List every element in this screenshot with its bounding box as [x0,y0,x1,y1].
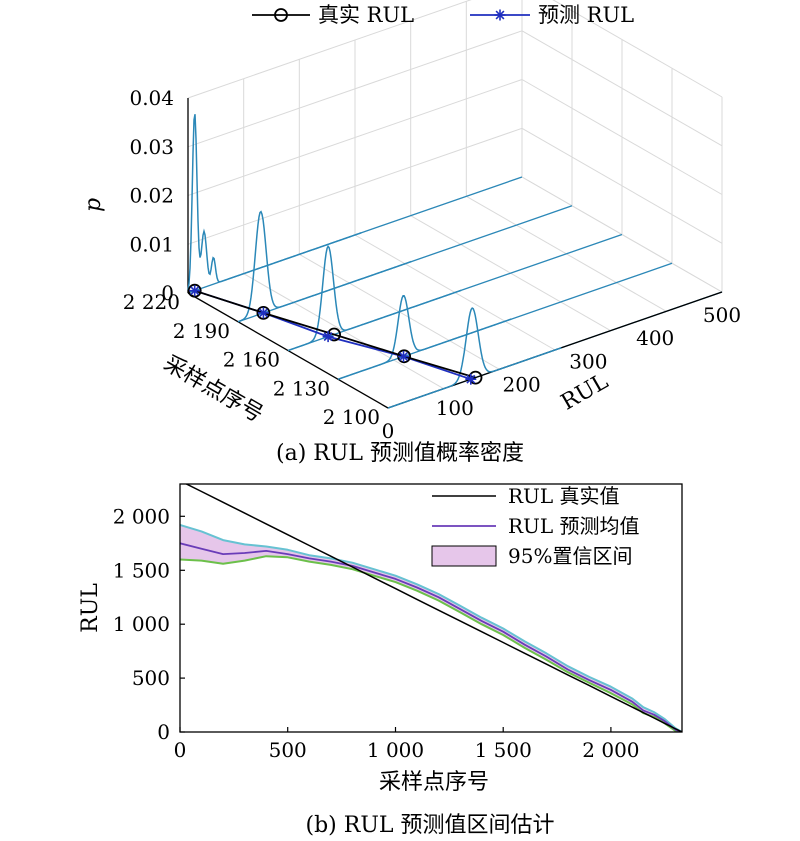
chart-a-xlabel: RUL [557,369,613,416]
mean-prediction-line [180,542,682,732]
chart-a-zlabel: p [81,198,106,212]
pred-rul-marker [322,331,334,343]
chart-a-grid [187,0,723,294]
x-tick-label: 2 000 [582,738,639,762]
x-tick-label: 100 [436,396,474,420]
z-tick-label: 0.01 [129,232,174,256]
y-tick-label: 2 190 [173,319,230,343]
back-wall-gridline-h [187,0,472,99]
density-curve [337,295,512,380]
legend-true-rul-marker [274,8,288,22]
pred-rul-marker-stroke [466,374,476,384]
chart-b-frame [179,483,683,733]
z-tick-label: 0.04 [129,86,174,110]
lower-bound-line [180,555,682,732]
density-curve [387,307,562,409]
x-tick-label: 0 [382,419,395,443]
chart-a-legend: 真实 RUL 预测 RUL [252,3,634,27]
x-tick-label: 200 [503,373,541,397]
y-tick-label: 2 220 [123,290,180,314]
x-tick-label: 0 [174,738,187,762]
y-tick-label: 2 160 [223,348,280,372]
true-rul-line [194,289,476,379]
true-rul-marker [187,283,202,298]
chart-a-series [187,283,483,385]
back-wall-gridline-h [187,79,523,196]
chart-b: 0 500 1 000 1 500 2 000 0 500 1 000 1 500 2 000 R… [78,483,683,838]
z-tick-label: 0 [161,281,174,305]
pred-rul-marker [189,285,201,297]
true-rul-marker [256,305,271,320]
legend-pred-rul-marker [494,9,506,21]
pred-rul-marker [257,307,269,319]
legend-band-swatch [431,545,497,567]
legend-true-rul-label: 真实 RUL [318,3,414,27]
pred-rul-marker [398,351,409,362]
y-tick-label: 2 100 [323,405,380,429]
chart-a-density-curves [187,114,562,409]
chart-b-legend: RUL 真实值 RUL 预测均值 95%置信区间 [431,484,640,568]
chart-b-ticks: 0 500 1 000 1 500 2 000 0 500 1 000 1 500 2 000 [113,504,640,762]
legend-band-label: 95%置信区间 [508,544,632,568]
x-tick-label: 500 [269,738,307,762]
y-tick-label: 0 [157,720,170,744]
x-tick-label: 500 [703,303,741,327]
legend-pred-rul-label: 预测 RUL [538,3,634,27]
y-tick-label: 2 000 [113,504,170,528]
x-tick-label: 1 000 [367,738,424,762]
chart-a: 0 0.01 0.02 0.03 0.04 2 100 2 130 2 160 2 190 2 2… [81,0,741,466]
pred-rul-marker-stroke [258,308,268,318]
legend-mean-label: RUL 预测均值 [508,514,640,538]
confidence-band [180,525,682,732]
x-tick-label: 1 500 [475,738,532,762]
x-tick-label: 300 [569,349,607,373]
chart-b-caption: (b) RUL 预测值区间估计 [306,813,555,838]
density-curve [237,210,412,323]
pred-rul-marker-stroke [190,286,200,296]
z-tick-label: 0.02 [129,184,174,208]
pred-rul-marker-stroke [323,332,333,342]
back-wall-gridline-h [187,127,523,245]
chart-b-plot-area [180,484,682,732]
pred-rul-marker-stroke [399,352,408,361]
z-tick-label: 0.03 [129,135,174,159]
chart-a-caption: (a) RUL 预测值概率密度 [276,441,524,466]
legend-pred-rul-marker-stroke [495,10,505,20]
y-tick-label: 2 130 [273,376,330,400]
density-curve [287,245,462,352]
y-tick-label: 500 [132,666,170,690]
chart-b-ylabel: RUL [78,583,103,633]
x-tick-label: 400 [636,326,674,350]
chart-a-tick-labels: 0 0.01 0.02 0.03 0.04 2 100 2 130 2 160 2 190 2 2… [123,86,741,443]
y-tick-label: 1 500 [113,558,170,582]
pred-rul-marker [465,373,477,385]
true-rul-line [184,484,682,732]
y-tick-label: 1 000 [113,612,170,636]
chart-b-xlabel: 采样点序号 [379,770,489,795]
density-curve [187,114,362,291]
legend-true-label: RUL 真实值 [508,484,620,508]
upper-bound-line [180,524,682,732]
back-wall-gridline-h [187,30,523,148]
